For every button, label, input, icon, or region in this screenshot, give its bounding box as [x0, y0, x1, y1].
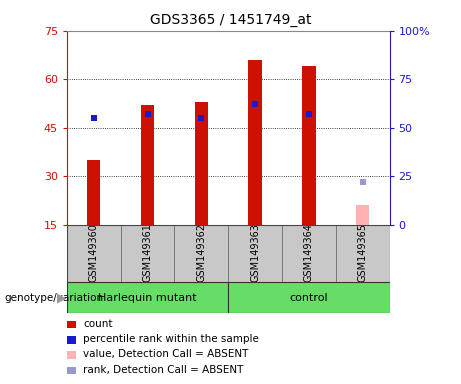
- Text: rank, Detection Call = ABSENT: rank, Detection Call = ABSENT: [83, 365, 243, 375]
- Bar: [195, 102, 208, 225]
- Bar: [121, 225, 174, 282]
- Text: GSM149364: GSM149364: [304, 223, 314, 282]
- Bar: [87, 160, 100, 225]
- Text: GSM149362: GSM149362: [196, 223, 207, 282]
- Text: GSM149363: GSM149363: [250, 223, 260, 282]
- Bar: [67, 225, 121, 282]
- Bar: [174, 225, 228, 282]
- Text: GDS3365 / 1451749_at: GDS3365 / 1451749_at: [150, 13, 311, 27]
- Bar: [356, 205, 369, 225]
- Bar: [67, 282, 228, 313]
- Bar: [302, 66, 316, 225]
- Text: genotype/variation: genotype/variation: [5, 293, 104, 303]
- Bar: [228, 282, 390, 313]
- Bar: [248, 60, 262, 225]
- Text: Harlequin mutant: Harlequin mutant: [98, 293, 197, 303]
- Bar: [228, 225, 282, 282]
- Text: ▶: ▶: [58, 291, 67, 304]
- Text: GSM149365: GSM149365: [358, 223, 368, 282]
- Text: count: count: [83, 319, 112, 329]
- Text: percentile rank within the sample: percentile rank within the sample: [83, 334, 259, 344]
- Bar: [336, 225, 390, 282]
- Text: GSM149361: GSM149361: [142, 223, 153, 282]
- Bar: [141, 105, 154, 225]
- Text: GSM149360: GSM149360: [89, 223, 99, 282]
- Bar: [282, 225, 336, 282]
- Text: control: control: [290, 293, 328, 303]
- Text: value, Detection Call = ABSENT: value, Detection Call = ABSENT: [83, 349, 248, 359]
